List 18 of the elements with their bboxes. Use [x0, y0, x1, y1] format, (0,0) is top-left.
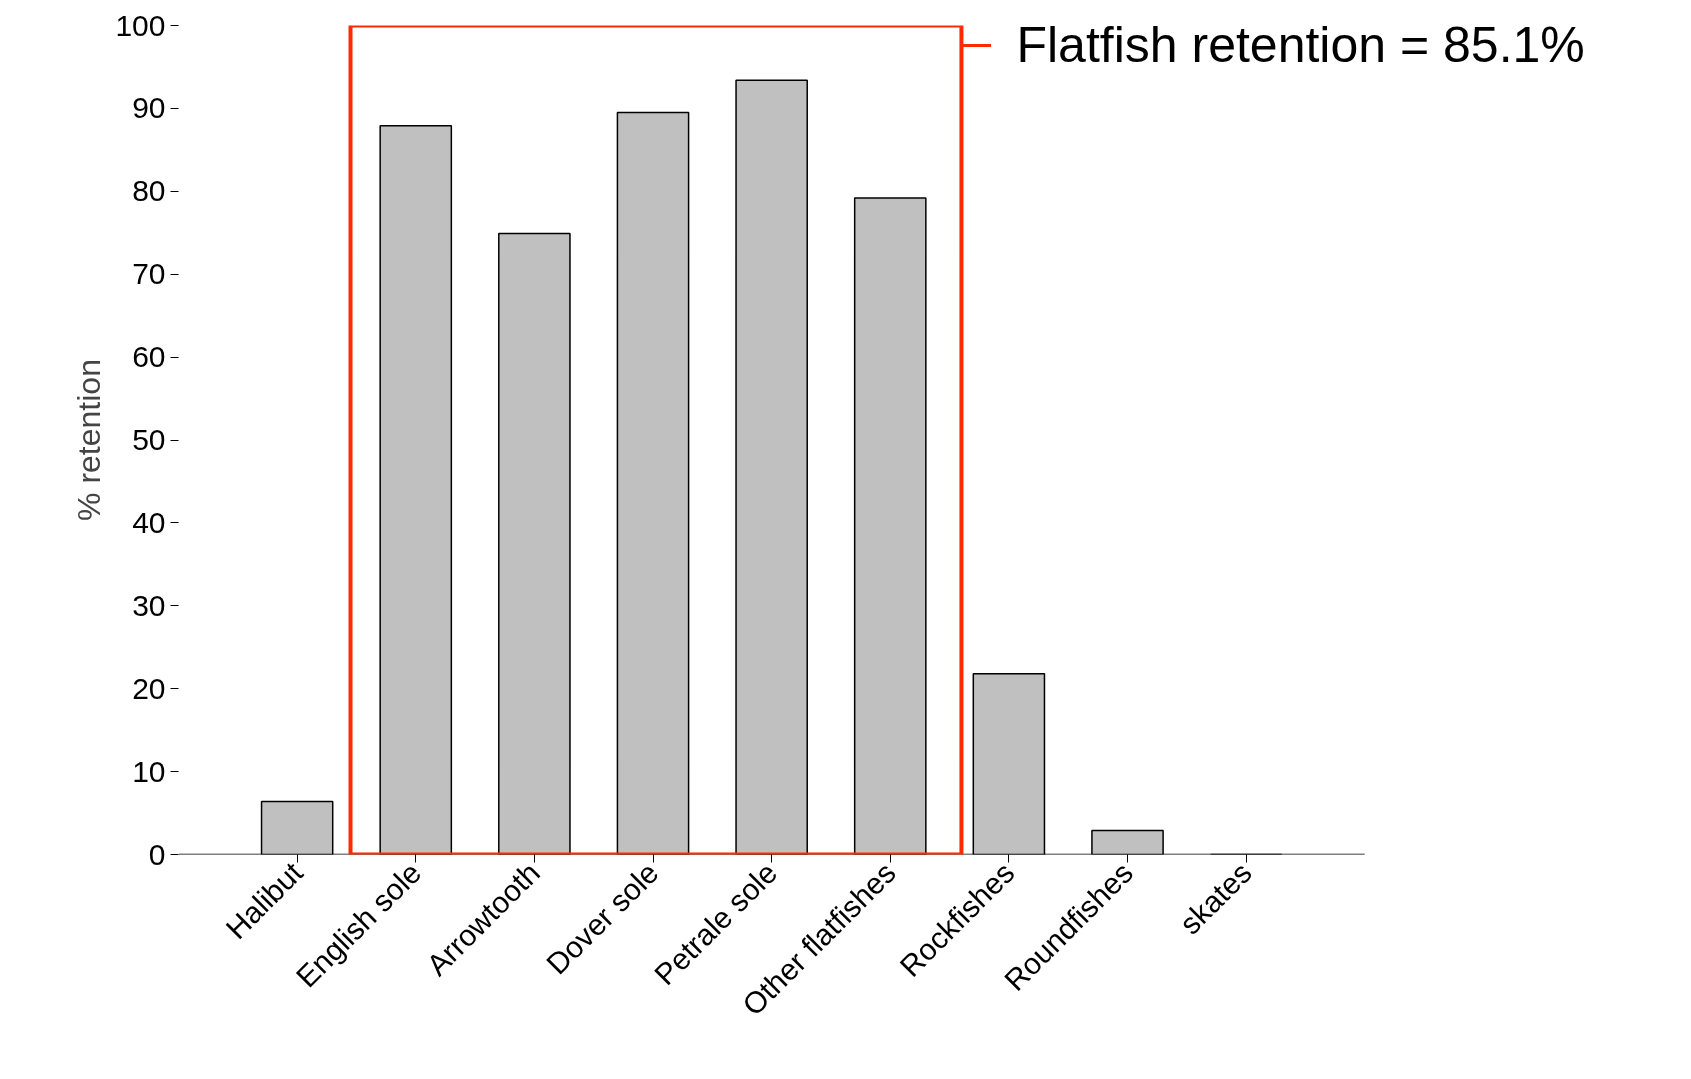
- y-tick-label: 80: [132, 174, 166, 208]
- y-tick-label: 90: [132, 91, 166, 125]
- y-tick-label: 100: [115, 8, 166, 42]
- y-axis-title: % retention: [71, 359, 108, 521]
- y-tick-label: 20: [132, 671, 166, 705]
- annotation: Flatfish retention = 85.1%: [1016, 17, 1585, 74]
- y-tick-label: 70: [132, 257, 166, 291]
- bar: [498, 232, 571, 855]
- bar: [616, 111, 690, 855]
- y-tick-label: 30: [132, 588, 166, 622]
- y-tick-label: 40: [132, 505, 166, 539]
- bar: [853, 197, 927, 855]
- y-tick-label: 10: [132, 754, 166, 788]
- bar: [735, 79, 808, 855]
- y-tick-label: 0: [148, 837, 166, 871]
- y-tick-label: 50: [132, 423, 166, 456]
- y-tick-label: 60: [132, 340, 166, 374]
- bar: [379, 125, 453, 855]
